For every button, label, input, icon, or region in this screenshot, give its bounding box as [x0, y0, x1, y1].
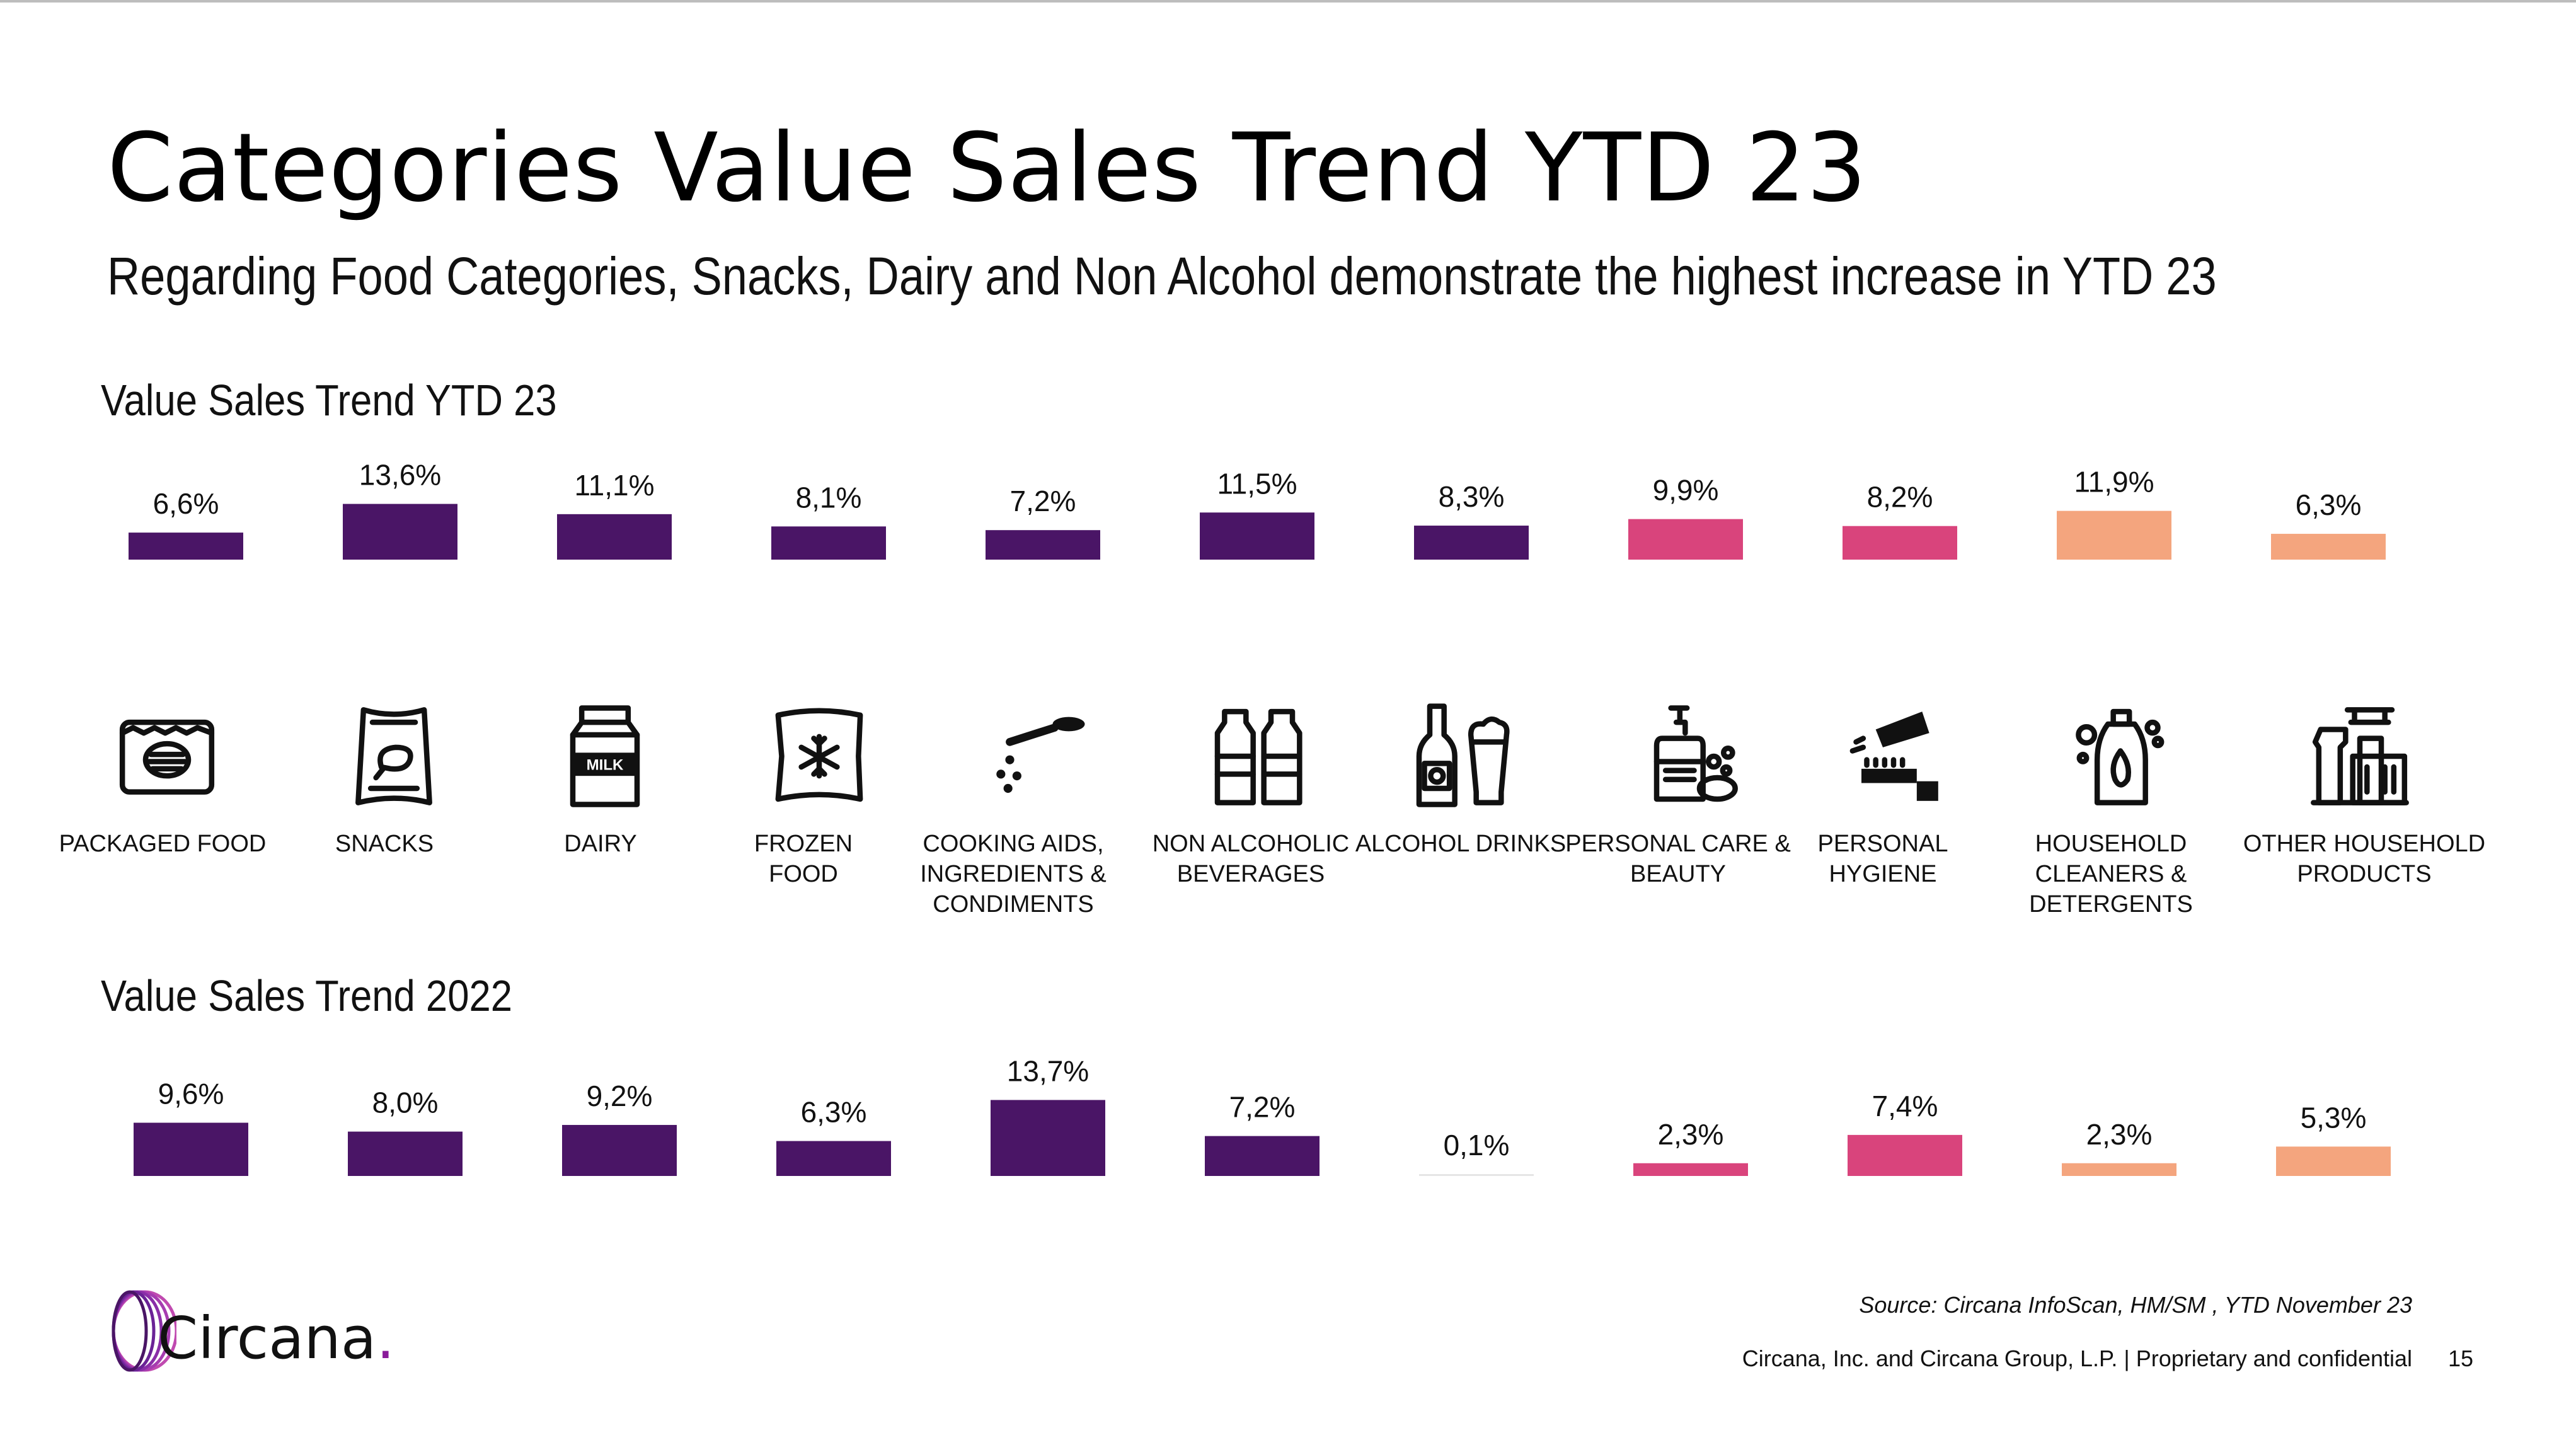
ytd-value-label: 13,6%	[359, 459, 441, 492]
y2022-value-label: 9,6%	[158, 1078, 224, 1110]
source-note: Source: Circana InfoScan, HM/SM , YTD No…	[1859, 1292, 2412, 1318]
ytd-value-label: 6,3%	[2296, 488, 2362, 521]
ytd-value-label: 11,1%	[574, 469, 654, 502]
y2022-value-label: 0,1%	[1444, 1129, 1510, 1161]
ytd-bar	[343, 504, 457, 560]
y2022-bar	[1205, 1136, 1320, 1176]
y2022-value-label: 8,0%	[372, 1086, 439, 1119]
ytd-value-label: 8,1%	[796, 481, 862, 514]
ytd-value-label: 8,3%	[1439, 480, 1505, 513]
ytd-bar	[986, 530, 1100, 560]
cleaning-supplies-icon	[2306, 700, 2413, 813]
ytd-value-label: 6,6%	[153, 487, 219, 520]
y2022-value-label: 9,2%	[587, 1080, 653, 1112]
ytd-value-label: 11,5%	[1217, 467, 1297, 500]
circana-logo: Circana.	[101, 1286, 428, 1386]
y2022-value-label: 5,3%	[2301, 1101, 2367, 1134]
spoon-icon	[983, 700, 1090, 813]
ytd-bar	[2057, 510, 2171, 560]
bar-chart-2022: 9,6% 8,0% 9,2% 6,3% 13,7% 7,2% 0,1% 2,3% 7,4% 2,3…	[134, 1054, 2391, 1176]
y2022-bar	[1419, 1174, 1534, 1176]
y2022-bar	[348, 1131, 463, 1176]
category-label: PACKAGED FOOD	[59, 831, 267, 857]
y2022-value-label: 7,4%	[1872, 1090, 1938, 1122]
ytd-bar	[2271, 534, 2386, 560]
category-label: FROZEN FOOD	[754, 831, 853, 887]
packaged-food-icon	[113, 700, 221, 813]
frozen-food-icon	[766, 700, 873, 813]
top-border	[0, 0, 2576, 3]
ytd-value-label: 11,9%	[2074, 466, 2154, 498]
ytd-bar	[1843, 526, 1957, 560]
section-label-2022: Value Sales Trend 2022	[101, 971, 512, 1020]
bar-chart-ytd: 6,6% 13,6% 11,1% 8,1% 7,2% 11,5% 8,3% 9,9% 8,2% 1…	[129, 459, 2386, 560]
ytd-value-label: 9,9%	[1653, 474, 1719, 507]
toothbrush-icon	[1840, 700, 1947, 813]
category-label: COOKING AIDS, INGREDIENTS & CONDIMENTS	[920, 831, 1107, 918]
logo-wordmark: Circana.	[158, 1305, 395, 1372]
footer-text: Circana, Inc. and Circana Group, L.P. | …	[1742, 1345, 2412, 1371]
y2022-value-label: 2,3%	[2086, 1118, 2153, 1151]
y2022-bar	[776, 1141, 891, 1176]
y2022-value-label: 6,3%	[801, 1096, 867, 1129]
beer-icon	[1408, 700, 1515, 813]
category-label: ALCOHOL DRINKS	[1355, 831, 1567, 857]
ytd-bar	[771, 526, 886, 560]
category-label: SNACKS	[335, 831, 434, 857]
page-number: 15	[2448, 1345, 2474, 1371]
ytd-bar	[1414, 526, 1529, 560]
ytd-bar	[1628, 519, 1743, 560]
y2022-bar	[134, 1122, 248, 1176]
y2022-value-label: 7,2%	[1229, 1091, 1296, 1124]
category-label: OTHER HOUSEHOLD PRODUCTS	[2243, 831, 2486, 887]
page-title: Categories Value Sales Trend YTD 23	[107, 113, 1868, 223]
y2022-bar	[1848, 1134, 1962, 1176]
category-label: DAIRY	[564, 831, 637, 857]
circana-logo-mark	[112, 1290, 178, 1372]
milk-carton-icon: MILK	[551, 700, 658, 813]
y2022-bar	[1633, 1163, 1748, 1176]
milk-carton-text: MILK	[587, 756, 624, 773]
ytd-bar	[129, 533, 243, 560]
category-label: PERSONAL CARE & BEAUTY	[1565, 831, 1791, 887]
ytd-value-label: 7,2%	[1010, 485, 1076, 517]
y2022-bar	[562, 1125, 677, 1176]
snacks-icon	[340, 700, 447, 813]
y2022-bar	[2062, 1163, 2176, 1176]
category-label: PERSONAL HYGIENE	[1817, 831, 1948, 887]
y2022-value-label: 13,7%	[1007, 1054, 1089, 1087]
ytd-value-label: 8,2%	[1867, 481, 1933, 514]
y2022-value-label: 2,3%	[1658, 1118, 1724, 1151]
ytd-bar	[557, 514, 672, 560]
y2022-bar	[2276, 1146, 2391, 1176]
y2022-bar	[991, 1100, 1105, 1176]
page-subtitle: Regarding Food Categories, Snacks, Dairy…	[107, 246, 2217, 306]
category-label: NON ALCOHOLIC BEVERAGES	[1152, 831, 1350, 887]
section-label-ytd: Value Sales Trend YTD 23	[101, 376, 557, 425]
ytd-bar	[1200, 512, 1314, 560]
bottles-icon	[1207, 700, 1314, 813]
category-label: HOUSEHOLD CLEANERS & DETERGENTS	[2029, 831, 2193, 918]
detergent-icon	[2067, 700, 2174, 813]
soap-dispenser-icon	[1635, 700, 1742, 813]
